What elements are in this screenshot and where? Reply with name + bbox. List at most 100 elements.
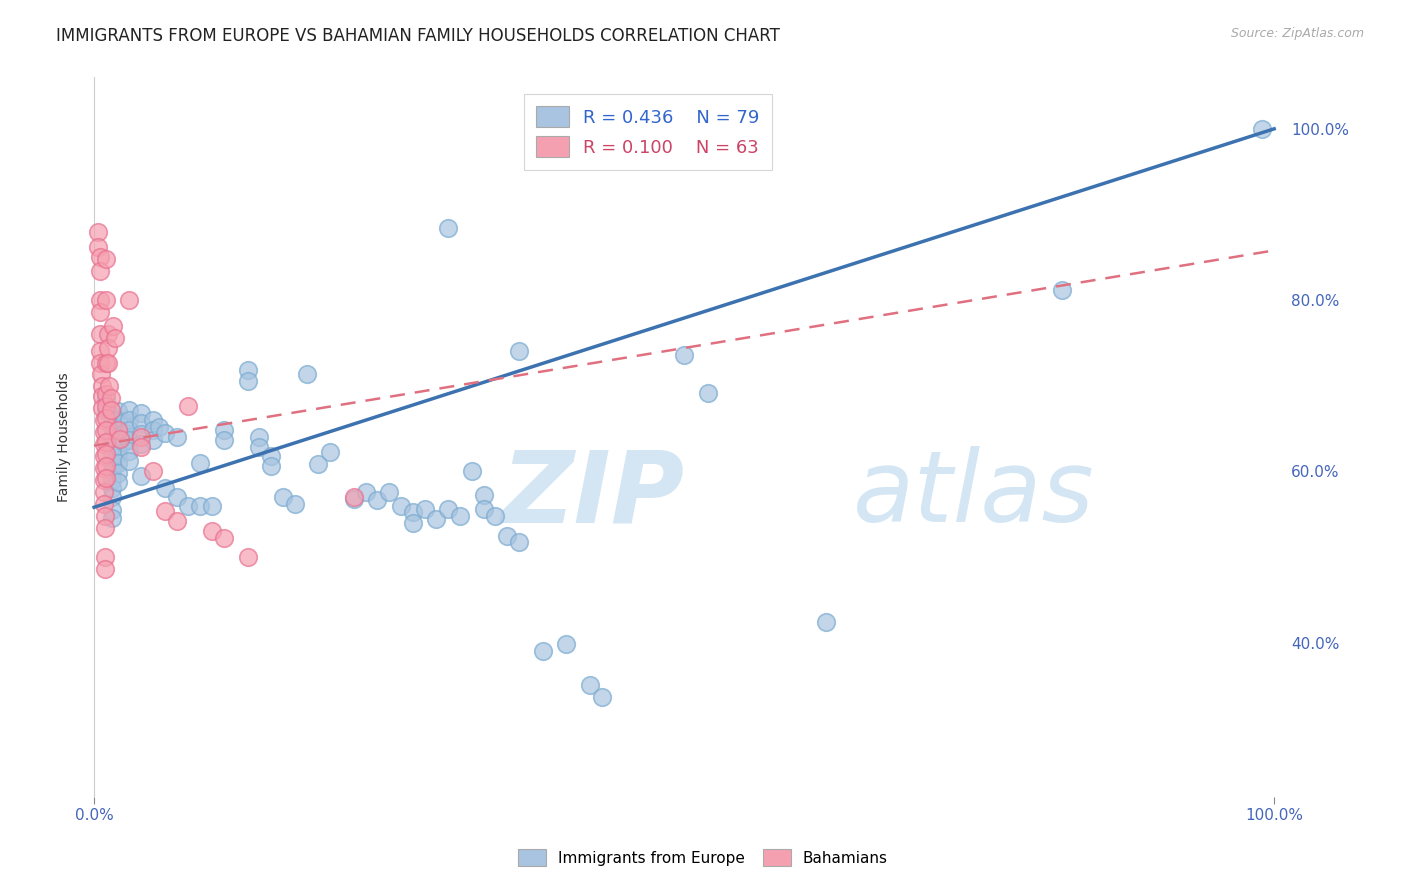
Point (91, 389, 114, 403)
Point (118, 434, 141, 448)
Point (260, 459, 283, 474)
Point (142, 423, 165, 437)
Point (107, 456, 129, 470)
Point (94, 293, 117, 307)
Point (91, 378, 114, 392)
Point (94, 471, 117, 485)
Point (247, 430, 270, 444)
Point (402, 505, 425, 519)
Y-axis label: Family Households: Family Households (58, 372, 72, 502)
Point (89, 327, 111, 342)
Point (107, 447, 129, 461)
Point (166, 430, 188, 444)
Point (129, 468, 152, 483)
Point (696, 385, 718, 400)
Point (472, 488, 495, 502)
Point (212, 434, 235, 448)
Point (94, 252, 117, 266)
Point (107, 430, 129, 444)
Legend: R = 0.436    N = 79, R = 0.100    N = 63: R = 0.436 N = 79, R = 0.100 N = 63 (523, 94, 772, 169)
Point (1251, 121, 1274, 136)
Point (343, 491, 366, 506)
Point (93, 549, 115, 564)
Point (107, 423, 129, 437)
Point (101, 421, 124, 435)
Point (101, 473, 124, 487)
Text: IMMIGRANTS FROM EUROPE VS BAHAMIAN FAMILY HOUSEHOLDS CORRELATION CHART: IMMIGRANTS FROM EUROPE VS BAHAMIAN FAMIL… (56, 27, 780, 45)
Point (89, 344, 111, 359)
Point (118, 402, 141, 417)
Point (118, 413, 141, 427)
Point (118, 423, 141, 437)
Point (112, 415, 135, 429)
Point (378, 484, 401, 499)
Point (101, 482, 124, 496)
Point (295, 367, 318, 381)
Point (129, 406, 152, 420)
Point (129, 430, 152, 444)
Point (129, 426, 152, 441)
Point (94, 459, 117, 474)
Point (177, 499, 200, 513)
Point (93, 562, 115, 576)
Point (107, 421, 129, 435)
Point (129, 417, 152, 431)
Point (100, 402, 122, 417)
Point (142, 434, 165, 448)
Text: atlas: atlas (852, 446, 1094, 543)
Point (307, 458, 329, 472)
Point (89, 293, 111, 307)
Point (129, 440, 152, 454)
Point (129, 437, 152, 451)
Point (437, 502, 460, 516)
Point (236, 549, 259, 564)
Point (1050, 283, 1073, 297)
Point (89, 264, 111, 278)
Point (437, 221, 460, 235)
Point (89, 250, 111, 264)
Point (188, 456, 211, 470)
Point (112, 425, 135, 440)
Point (107, 439, 129, 453)
Point (101, 490, 124, 504)
Point (101, 409, 124, 423)
Point (118, 443, 141, 458)
Point (343, 490, 366, 504)
Point (91, 401, 114, 415)
Point (89, 356, 111, 370)
Point (177, 399, 200, 413)
Point (100, 391, 122, 405)
Point (94, 411, 117, 425)
Point (284, 497, 307, 511)
Point (107, 413, 129, 427)
Legend: Immigrants from Europe, Bahamians: Immigrants from Europe, Bahamians (509, 839, 897, 875)
Point (578, 678, 600, 692)
Point (93, 521, 115, 535)
Point (93, 497, 115, 511)
Point (107, 475, 129, 489)
Point (212, 531, 235, 545)
Point (101, 439, 124, 453)
Point (94, 404, 117, 418)
Point (201, 499, 224, 513)
Point (104, 331, 127, 345)
Point (93, 473, 115, 487)
Point (201, 524, 224, 539)
Point (93, 413, 115, 427)
Point (484, 508, 506, 523)
Point (89, 305, 111, 319)
Point (93, 461, 115, 475)
Point (86, 240, 108, 254)
Point (814, 615, 837, 629)
Point (166, 490, 188, 504)
Point (555, 637, 578, 651)
Point (97, 341, 120, 355)
Point (94, 387, 117, 401)
Point (97, 356, 120, 370)
Point (148, 419, 170, 434)
Point (768, 834, 790, 848)
Point (94, 447, 117, 461)
Point (508, 344, 530, 359)
Point (112, 435, 135, 450)
Point (108, 432, 131, 446)
